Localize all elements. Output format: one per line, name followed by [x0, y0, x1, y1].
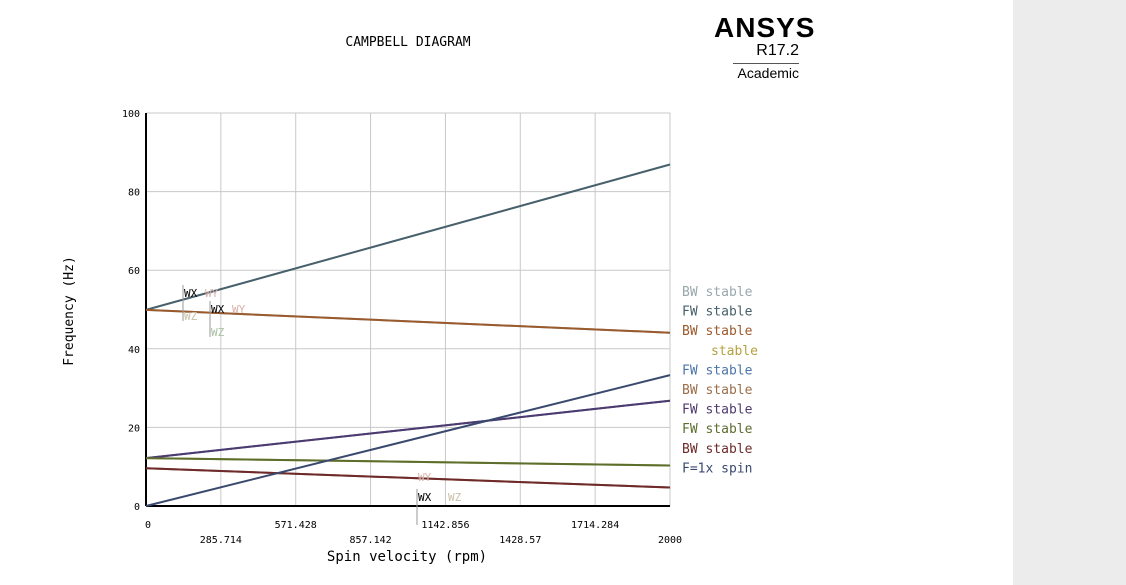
series-line-6	[145, 399, 671, 460]
legend: BW stable FW stable BW stable stable FW stab…	[682, 285, 758, 476]
annotation-wz: WZ	[448, 491, 462, 504]
legend-entry: BW stable	[682, 324, 753, 339]
y-axis-label: Frequency (Hz)	[62, 256, 77, 366]
legend-entry: BW stable	[682, 442, 753, 457]
legend-entry: FW stable	[682, 403, 753, 418]
legend-entry: FW stable	[682, 305, 753, 320]
legend-entry: F=1x spin	[682, 461, 752, 476]
annotation-wz: WZ	[184, 310, 198, 323]
x-tick-label: 1142.856	[421, 520, 469, 531]
axes	[145, 113, 670, 507]
series-line-9	[145, 374, 671, 507]
x-tick-label: 1428.57	[499, 535, 541, 546]
x-tick-label: 571.428	[275, 520, 317, 531]
y-tick-label: 60	[128, 266, 140, 277]
grid	[145, 112, 671, 507]
series-line-1	[145, 163, 671, 311]
legend-entry: BW stable	[682, 383, 753, 398]
annotation-wy: WY	[418, 471, 432, 484]
annotation-wx: WX	[418, 491, 432, 504]
annotation-wy: WY	[205, 287, 219, 300]
mode-annotations: WX WY WZ WX WY WZ WX WY WZ	[182, 285, 462, 525]
logo-name: ANSYS	[714, 12, 816, 43]
y-tick-label: 100	[122, 109, 140, 120]
annotation-wx: WX	[211, 303, 225, 316]
y-tick-label: 0	[134, 502, 140, 513]
legend-entry: FW stable	[682, 422, 753, 437]
series-line-2	[145, 308, 671, 334]
legend-entry: BW stable	[682, 285, 753, 300]
logo-edition: Academic	[737, 65, 799, 81]
annotation-wz: WZ	[211, 326, 225, 339]
logo-version: R17.2	[756, 42, 799, 59]
logo-divider	[733, 63, 799, 64]
x-tick-label: 2000	[658, 535, 682, 546]
right-sidebar-panel	[1013, 0, 1126, 585]
x-tick-label: 1714.284	[571, 520, 619, 531]
x-tick-label: 285.714	[200, 535, 242, 546]
series-lines	[145, 163, 671, 507]
legend-entry: FW stable	[682, 363, 753, 378]
tick-labels: 0 285.714 571.428 857.142 1142.856 1428.57 171…	[122, 109, 682, 546]
x-tick-label: 0	[145, 520, 151, 531]
series-line-8	[145, 467, 671, 489]
y-tick-label: 40	[128, 345, 140, 356]
chart-title: CAMPBELL DIAGRAM	[345, 35, 470, 50]
x-axis-label: Spin velocity (rpm)	[327, 549, 487, 565]
legend-entry: stable	[711, 344, 758, 359]
annotation-wy: WY	[232, 303, 246, 316]
y-tick-label: 20	[128, 423, 140, 434]
campbell-chart: CAMPBELL DIAGRAM 0 285.714 571.428 857.142 1…	[62, 35, 758, 565]
annotation-wx: WX	[184, 287, 198, 300]
x-tick-label: 857.142	[349, 535, 391, 546]
series-line-7	[145, 457, 671, 467]
y-tick-label: 80	[128, 188, 140, 199]
